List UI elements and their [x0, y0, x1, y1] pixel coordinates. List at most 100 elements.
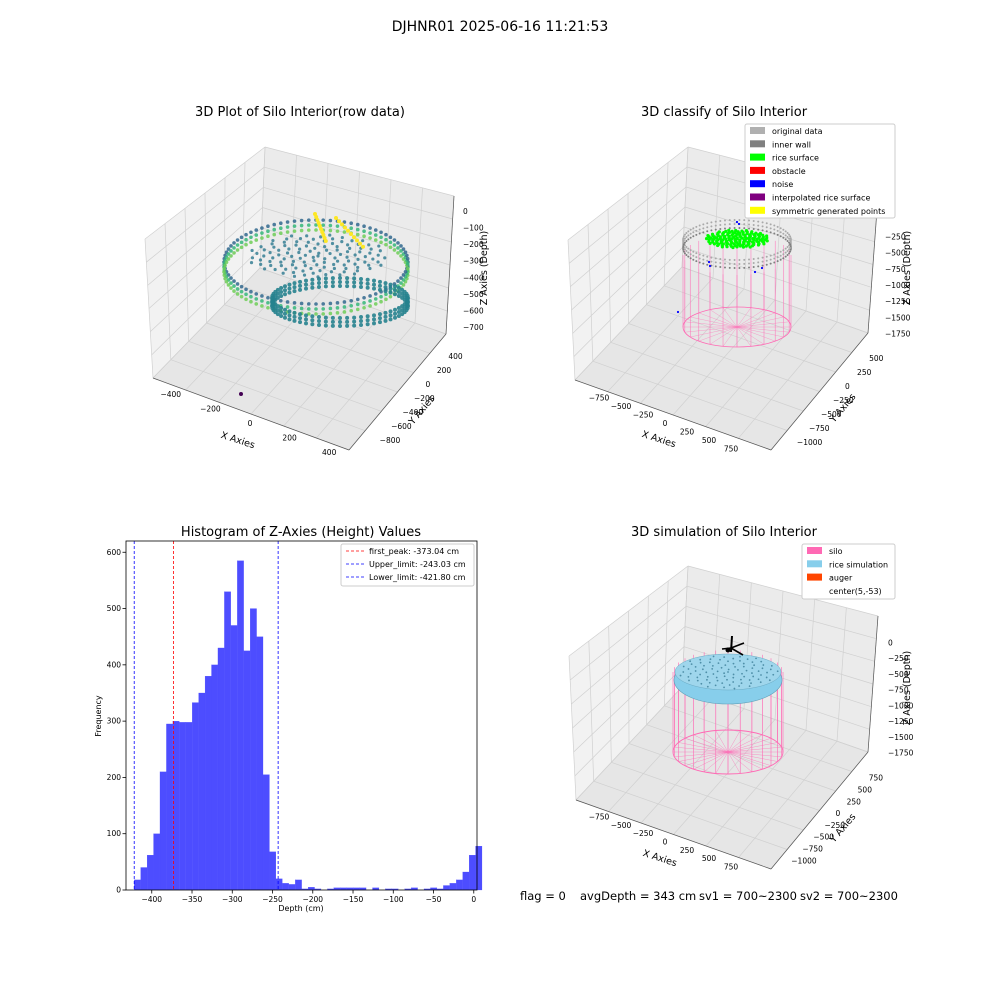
legend-label: silo	[829, 547, 843, 556]
surface-point	[352, 272, 357, 276]
histogram-bar	[269, 851, 276, 891]
rice-surface-point	[754, 231, 758, 235]
wall-point	[285, 230, 290, 234]
silo-wire	[727, 746, 782, 753]
silo-bottom-ring	[682, 306, 792, 348]
wall-point	[765, 255, 768, 258]
wall-point	[738, 258, 741, 261]
wall-point	[384, 232, 388, 237]
legend-swatch	[807, 547, 822, 554]
x-tick-label: 250	[680, 846, 695, 855]
wall-point	[362, 301, 366, 305]
wall-point	[685, 246, 688, 249]
surface-point	[316, 254, 320, 258]
wall-point	[299, 306, 304, 311]
rice-mesh-node	[727, 660, 729, 663]
rice-surface-point	[744, 244, 748, 248]
wall-point	[306, 223, 311, 227]
wall-point	[698, 228, 701, 231]
histogram-y-ticks: 0 100 200 300 400 500 600	[107, 548, 126, 895]
wall-point	[752, 266, 755, 269]
wall-point	[254, 228, 259, 232]
wall-point	[738, 266, 741, 269]
wall-point	[249, 235, 253, 240]
wall-point	[682, 243, 685, 246]
wall-point	[272, 222, 277, 227]
symmetric-point	[322, 236, 327, 240]
wall-point	[779, 250, 782, 253]
wall-point	[342, 305, 347, 309]
wall-point	[779, 254, 782, 257]
surface-point	[262, 248, 266, 252]
rice-mesh-node	[760, 660, 763, 663]
wall-point	[388, 240, 393, 245]
wall-point	[254, 297, 259, 301]
rice-surface-point	[734, 228, 738, 233]
surface-point	[268, 251, 272, 255]
rice-surface-point	[708, 241, 712, 245]
wall-point	[769, 231, 772, 234]
wall-point	[776, 229, 779, 232]
wall-point	[786, 231, 789, 234]
surface-point	[322, 260, 326, 264]
back-grid-line	[687, 565, 879, 617]
wall-point	[335, 229, 340, 233]
rice-mesh-node	[757, 678, 760, 681]
rice-mesh-node	[712, 673, 715, 675]
x-tick-label: 0	[663, 419, 668, 428]
rice-mesh-node	[776, 670, 779, 673]
surface-point	[345, 250, 350, 254]
wall-point	[714, 228, 717, 231]
wall-point	[328, 306, 333, 311]
floor-grid-line	[664, 705, 852, 772]
floor-point	[405, 293, 410, 298]
surface-point	[338, 252, 343, 257]
rice-surface-point	[710, 232, 715, 236]
surface-point	[312, 259, 316, 263]
y-axis-line	[770, 751, 869, 870]
floor-point	[400, 304, 405, 309]
wall-point	[743, 219, 746, 222]
rice-mesh-node	[705, 671, 708, 674]
wall-point	[685, 239, 688, 242]
wall-point	[232, 284, 236, 288]
status-bar: flag = 0 avgDepth = 343 cm sv1 = 700~230…	[0, 889, 1000, 905]
wall-point	[232, 279, 236, 283]
floor-point	[292, 310, 297, 315]
z-tick-label: −300	[463, 257, 484, 266]
histogram-bar	[243, 650, 251, 891]
wall-point	[702, 254, 705, 257]
point-cloud-raw	[222, 212, 410, 396]
wall-point	[239, 235, 244, 240]
silo-wire	[736, 326, 765, 345]
silo-wire	[736, 326, 752, 347]
rice-mesh-node	[766, 671, 768, 674]
wall-point	[239, 294, 244, 299]
wall-point	[321, 223, 326, 227]
y-axis-line	[770, 332, 869, 451]
rice-mesh-node	[772, 673, 775, 676]
wall-point	[714, 265, 717, 268]
surface-point	[294, 266, 298, 270]
wall-point	[355, 297, 360, 302]
wall-point	[782, 257, 785, 260]
x-tick-label: 750	[724, 863, 739, 872]
wall-point	[689, 232, 692, 235]
floor-point	[287, 309, 292, 314]
wall-point	[306, 302, 311, 306]
symmetric-point	[317, 224, 322, 228]
surface-point	[319, 235, 323, 239]
surface-point	[289, 234, 294, 238]
z-axis-label-classify: Z Axies (Depth)	[902, 231, 913, 305]
floor-point	[323, 276, 328, 281]
y-tick-label: −750	[802, 845, 823, 854]
wall-point	[384, 297, 388, 302]
wall-point	[752, 262, 755, 265]
floor-point	[359, 315, 364, 320]
wall-point	[706, 222, 709, 225]
wall-point	[342, 230, 347, 234]
floor-point	[372, 286, 376, 291]
rice-mesh-node	[739, 659, 741, 662]
surface-point	[332, 262, 336, 267]
wall-point	[752, 258, 755, 261]
